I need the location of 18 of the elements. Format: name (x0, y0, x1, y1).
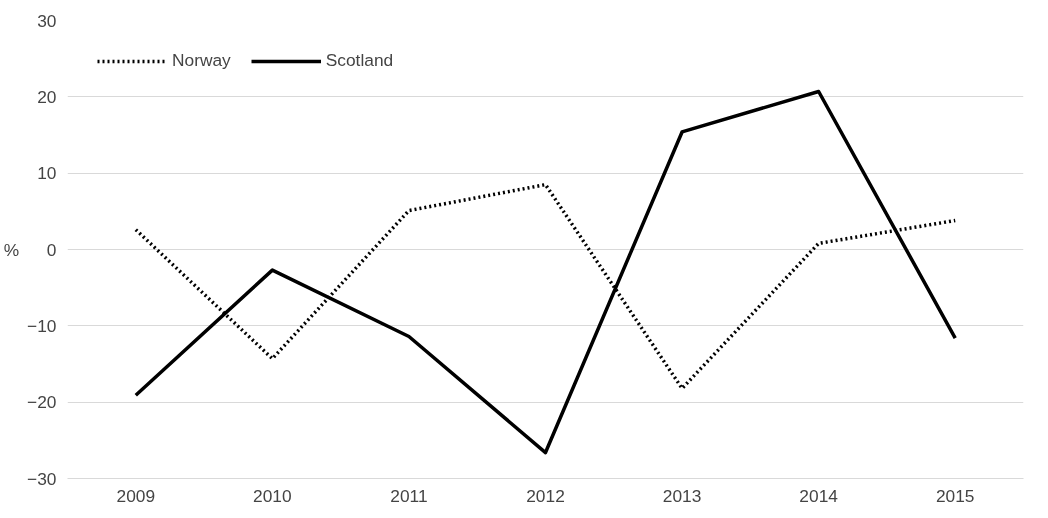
x-tick-label: 2011 (390, 485, 428, 506)
y-tick-label: 30 (37, 10, 57, 31)
y-tick-label: −20 (27, 392, 57, 413)
x-tick-label: 2015 (935, 485, 975, 506)
y-tick-label: 20 (37, 86, 57, 107)
y-tick-label: 10 (37, 163, 57, 184)
x-tick-label: 2014 (799, 485, 839, 506)
y-tick-label: −30 (27, 468, 57, 489)
x-tick-label: 2012 (526, 485, 565, 506)
x-tick-label: 2009 (116, 485, 156, 506)
y-tick-label: −10 (27, 315, 57, 336)
line-series (134, 89, 957, 455)
legend-label: Norway (172, 50, 231, 71)
y-tick-label: 0 (46, 239, 57, 260)
y-axis-title: % (3, 239, 20, 260)
x-tick-label: 2013 (662, 485, 702, 506)
x-tick-label: 2010 (253, 485, 292, 506)
legend-label: Scotland (325, 50, 394, 71)
